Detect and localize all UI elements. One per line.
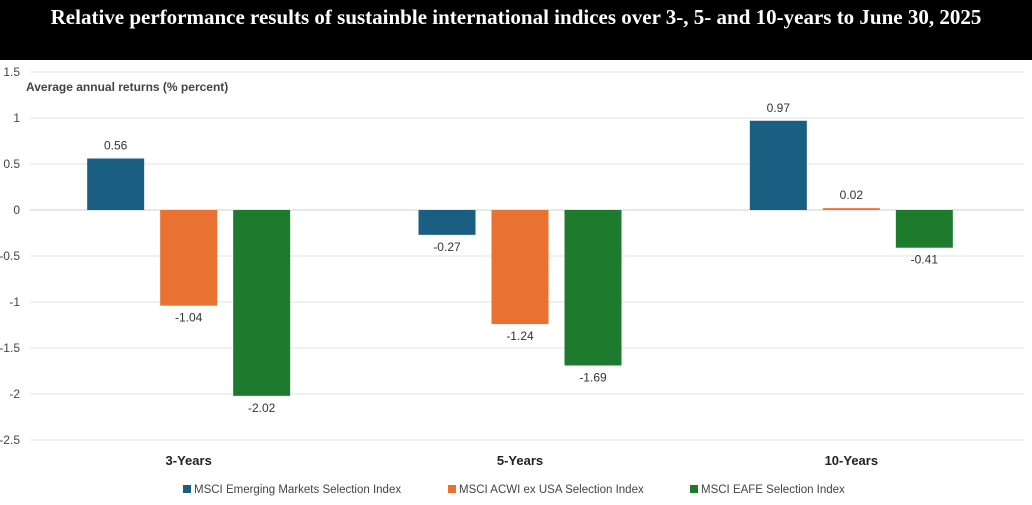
data-labels: 0.56 -1.04 -2.02 -0.27 -1.24 -1.69 0.97 0.02 -0.…: [104, 101, 938, 415]
y-tick-label: 0: [13, 203, 20, 217]
x-tick-label: 10-Years: [825, 453, 879, 468]
category-labels: 3-Years 5-Years 10-Years: [166, 453, 879, 468]
data-label: 0.56: [104, 138, 128, 152]
legend-swatch: [183, 485, 191, 493]
data-label: -0.41: [911, 253, 939, 267]
bar: [160, 210, 218, 306]
data-label: 0.02: [840, 188, 864, 202]
data-label: 0.97: [767, 101, 791, 115]
data-label: -2.02: [248, 401, 276, 415]
y-tick-label: -2.5: [0, 433, 20, 447]
bar: [418, 210, 476, 235]
y-axis-ticks: 1.5 1 0.5 0 -0.5 -1 -1.5 -2 -2.5: [0, 65, 20, 447]
y-axis-label: Average annual returns (% percent): [26, 80, 228, 94]
y-tick-label: -0.5: [0, 249, 20, 263]
y-tick-label: -2: [9, 387, 20, 401]
x-tick-label: 5-Years: [497, 453, 543, 468]
bar: [87, 158, 145, 210]
legend-label: MSCI EAFE Selection Index: [701, 484, 845, 496]
bar: [491, 210, 549, 325]
chart-title-bar: Relative performance results of sustainb…: [0, 0, 1032, 60]
bars: [87, 120, 953, 396]
bar: [822, 208, 880, 210]
data-label: -1.04: [175, 311, 203, 325]
bar: [564, 210, 622, 366]
bar: [895, 210, 953, 248]
legend-label: MSCI Emerging Markets Selection Index: [194, 484, 401, 496]
legend-swatch: [690, 485, 698, 493]
y-tick-label: -1.5: [0, 341, 20, 355]
y-tick-label: 1.5: [3, 65, 20, 79]
chart-title: Relative performance results of sustainb…: [50, 5, 982, 29]
bar: [749, 120, 807, 210]
y-tick-label: -1: [9, 295, 20, 309]
y-tick-label: 1: [13, 111, 20, 125]
data-label: -1.69: [579, 370, 607, 384]
legend-label: MSCI ACWI ex USA Selection Index: [459, 484, 644, 496]
legend-swatch: [448, 485, 456, 493]
x-tick-label: 3-Years: [166, 453, 212, 468]
data-label: -1.24: [506, 329, 534, 343]
data-label: -0.27: [433, 240, 461, 254]
legend: MSCI Emerging Markets Selection Index MSC…: [183, 484, 845, 496]
y-tick-label: 0.5: [3, 157, 20, 171]
bar: [233, 210, 291, 396]
